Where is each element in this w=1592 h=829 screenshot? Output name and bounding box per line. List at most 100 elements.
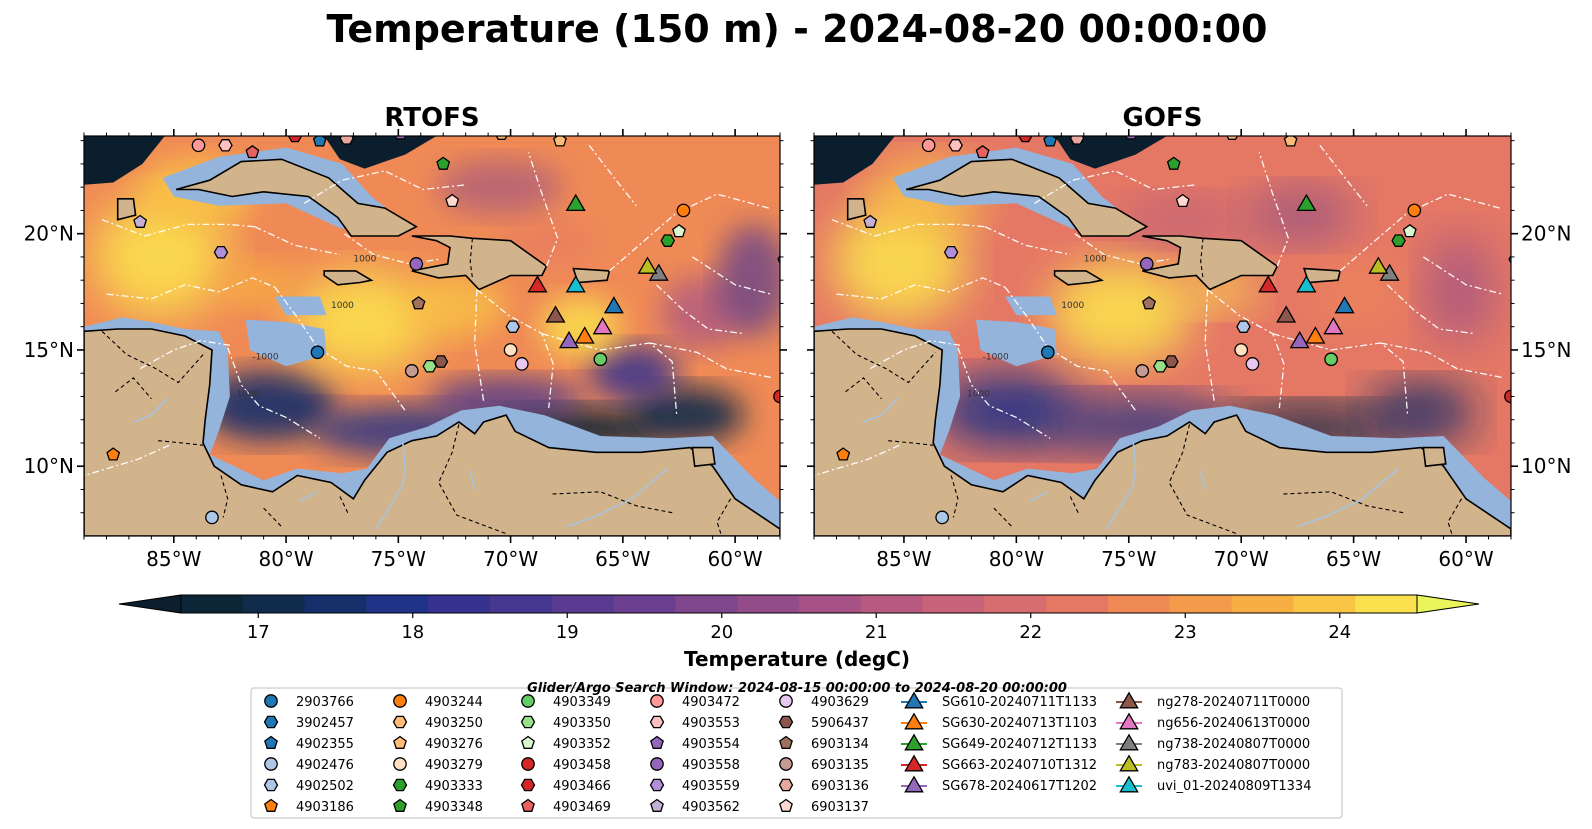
legend-entry-label: 4902476 (296, 758, 354, 773)
colorbar-tick-label: 18 (401, 622, 424, 643)
legend-marker-6903135 (779, 757, 793, 771)
legend-entry-label: ng656-20240613T0000 (1157, 716, 1310, 731)
lon-tick-label: 75°W (1101, 547, 1156, 571)
shallow-shelf (1005, 296, 1057, 316)
legend-entry-label: 4903558 (682, 758, 740, 773)
argo-float-4903469 (975, 144, 990, 159)
land (691, 446, 716, 468)
argo-float-4902502 (505, 320, 521, 333)
argo-float-4903349 (593, 352, 608, 367)
legend-marker-4903458 (521, 757, 535, 771)
colorbar-bin (613, 595, 676, 613)
country-border (845, 377, 882, 400)
legend-marker-4902476 (264, 757, 278, 771)
legend-marker-6903134 (779, 735, 793, 749)
panel-title: GOFS (1123, 103, 1203, 133)
eez-boundary (254, 226, 341, 256)
eez-boundary (649, 342, 774, 379)
isobath-label: 1000 (353, 255, 376, 265)
country-border (469, 238, 473, 278)
country-border (831, 330, 936, 384)
eez-boundary (608, 193, 769, 272)
lat-tick-label: 15°N (1521, 338, 1571, 362)
glider-SG630-20240713T1103 (574, 326, 595, 344)
country-border (716, 498, 732, 536)
argo-float-4903352 (1402, 223, 1417, 238)
isobath-label: -1000 (252, 352, 278, 362)
legend-entry-label: 4903562 (682, 800, 740, 815)
river (1199, 470, 1206, 490)
argo-float-4903352 (672, 223, 686, 238)
legend-marker-SG678-20240617T1202 (904, 775, 924, 793)
argo-float-4903244 (676, 203, 691, 218)
glider-SG630-20240713T1103 (1305, 326, 1326, 344)
argo-float-6903134 (411, 296, 426, 310)
argo-float-4903348 (1166, 156, 1181, 170)
land (84, 328, 780, 536)
argo-float-4903558 (1139, 257, 1154, 271)
lon-tick-label: 85°W (146, 547, 201, 571)
legend-entry-label: 4903352 (553, 737, 611, 752)
legend-marker-4903629 (779, 694, 793, 708)
legend-marker-SG649-20240712T1133 (904, 733, 924, 751)
legend-marker-4903250 (392, 715, 408, 729)
eez-boundary (101, 219, 255, 237)
legend-marker-4903350 (520, 715, 536, 729)
lon-tick-label: 80°W (258, 547, 313, 571)
glider-uvi_01-20240809T1334 (1296, 275, 1317, 293)
argo-float-4903629 (514, 357, 529, 371)
legend-entry-label: 5906437 (811, 716, 869, 731)
isobath-label: 1000 (967, 390, 990, 400)
legend-entry-label: 4903244 (425, 695, 483, 710)
legend-marker-5906437 (778, 715, 794, 729)
legend-marker-6903137 (779, 798, 793, 812)
lon-tick-label: 60°W (1438, 547, 1493, 571)
river (1105, 442, 1137, 530)
argo-float-6903135 (1135, 364, 1150, 378)
lon-tick-label: 85°W (876, 547, 931, 571)
country-border (220, 475, 229, 518)
argo-float-4903348 (436, 156, 451, 170)
legend-marker-4903348 (393, 798, 407, 812)
country-border (101, 330, 206, 384)
deep-water (84, 136, 165, 185)
legend-entry-label: SG630-20240713T1103 (942, 716, 1097, 731)
legend-marker-4903333 (392, 778, 408, 792)
colorbar-tick-label: 22 (1019, 622, 1042, 643)
argo-float-4903276 (1283, 136, 1298, 147)
land (572, 267, 611, 284)
colorbar-under-arrow (118, 594, 182, 614)
colorbar-bin (551, 595, 615, 613)
eez-boundary (1074, 233, 1170, 265)
colorbar-frame (180, 594, 1418, 614)
argo-float-4903350 (1152, 359, 1168, 373)
legend-entry-label: 4903250 (425, 716, 483, 731)
legend-subtitle: Glider/Argo Search Window: 2024-08-15 00… (527, 681, 1067, 696)
eez-boundary (1319, 144, 1368, 207)
isobath-label: 1000 (1084, 255, 1107, 265)
colorbar-bin (1108, 595, 1171, 613)
gofs-map-panel: 1000 1000 -1000 1000 85°W 80°W 75°W 70°W 65°W 60°… (807, 103, 1571, 571)
legend-entry-label: 4903279 (425, 758, 483, 773)
lat-tick-label: 15°N (24, 338, 74, 362)
argo-float-4903472 (191, 138, 206, 153)
legend-entry-label: 4903469 (553, 800, 611, 815)
river (299, 491, 318, 502)
temperature-anomaly (427, 377, 585, 420)
argo-float-4903458 (1504, 389, 1511, 404)
argo-float-4903629 (1245, 357, 1260, 371)
argo-float-4903466 (1018, 136, 1033, 143)
temperature-anomaly (1423, 233, 1496, 346)
land (175, 158, 418, 237)
legend-entry-label: 4903554 (682, 737, 740, 752)
argo-float-4903250 (495, 136, 508, 140)
temperature-anomaly (539, 296, 621, 357)
colorbar-tick-label: 23 (1174, 622, 1197, 643)
argo-float-4903250 (1226, 136, 1239, 140)
legend-entry-label: 2903766 (296, 695, 354, 710)
temperature-anomaly (436, 159, 563, 216)
country-border (158, 440, 204, 446)
land (1422, 446, 1447, 468)
colorbar-tick-label: 21 (865, 622, 888, 643)
colorbar-bin (181, 595, 244, 613)
